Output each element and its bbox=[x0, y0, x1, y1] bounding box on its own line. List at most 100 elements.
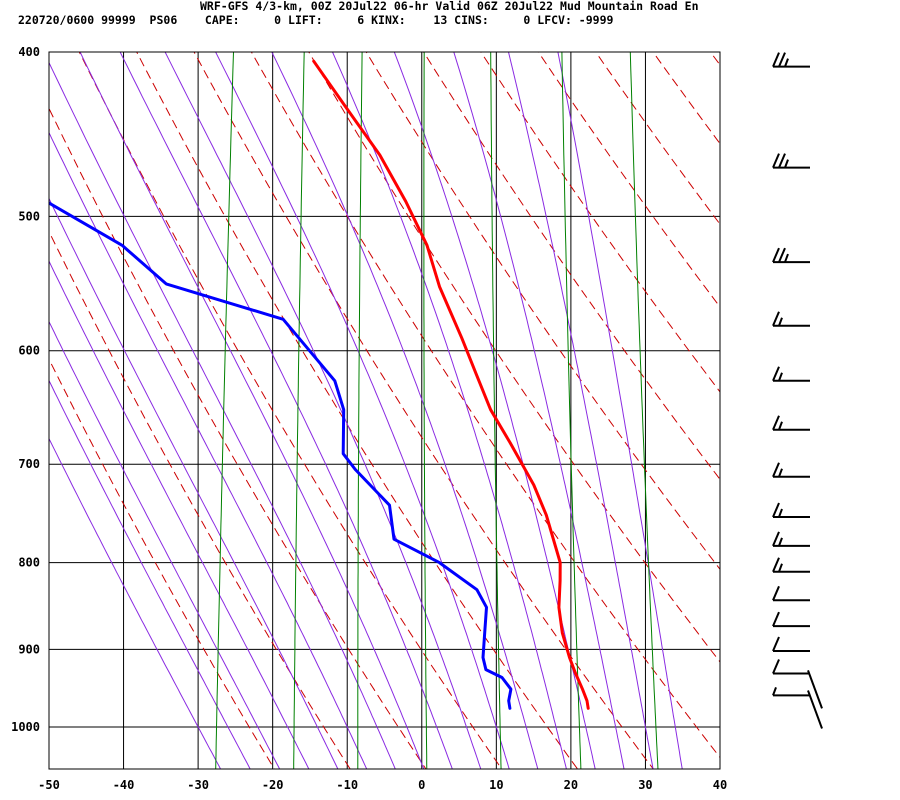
wind-barb bbox=[772, 247, 810, 264]
dry-adiabat bbox=[136, 52, 579, 769]
chart-title: WRF-GFS 4/3-km, 00Z 20Jul22 06-hr Valid … bbox=[200, 0, 699, 13]
wind-barb-flag bbox=[778, 153, 786, 169]
y-tick-label: 800 bbox=[18, 556, 40, 570]
y-tick-label: 500 bbox=[18, 209, 40, 223]
wind-barb bbox=[772, 687, 810, 697]
dry-adiabat bbox=[652, 52, 720, 145]
x-tick-label: -20 bbox=[262, 778, 284, 792]
wind-barb-flag bbox=[772, 366, 780, 382]
moist-adiabat bbox=[557, 52, 683, 769]
dry-adiabat bbox=[480, 52, 720, 393]
dry-adiabat bbox=[537, 52, 720, 308]
wind-barb bbox=[807, 690, 823, 729]
mixing-ratio-line bbox=[629, 52, 659, 769]
wind-barb-flag bbox=[778, 52, 786, 67]
wind-barb bbox=[772, 153, 810, 169]
wind-barb bbox=[772, 415, 810, 431]
y-tick-label: 1000 bbox=[11, 720, 40, 734]
temperature-line bbox=[312, 59, 590, 710]
x-tick-label: 30 bbox=[638, 778, 652, 792]
wind-barb-flag bbox=[772, 247, 780, 263]
wind-barb-flag bbox=[772, 502, 780, 518]
y-tick-label: 900 bbox=[18, 642, 40, 656]
wind-barb-flag bbox=[772, 636, 780, 652]
wind-barb-flag bbox=[772, 311, 780, 327]
plot-frame bbox=[48, 51, 721, 770]
moist-adiabat bbox=[49, 437, 222, 769]
x-tick-label: -10 bbox=[336, 778, 358, 792]
dry-adiabat bbox=[709, 52, 720, 66]
wind-barb-half bbox=[778, 468, 783, 478]
y-tick-label: 700 bbox=[18, 457, 40, 471]
moist-adiabat bbox=[49, 379, 251, 769]
dry-adiabat bbox=[868, 33, 900, 770]
wind-barb bbox=[772, 531, 810, 547]
axis-ticks: -50 -40 -30 -20 -10 0 10 20 30 40 400 500 600 700 800 9… bbox=[11, 45, 727, 792]
mixing-ratio-line bbox=[423, 52, 428, 769]
x-tick-label: 40 bbox=[713, 778, 727, 792]
wind-barb-staff bbox=[807, 670, 823, 709]
dry-adiabat bbox=[365, 52, 720, 571]
mixing-ratio-line bbox=[561, 52, 582, 769]
x-tick-label: 0 bbox=[418, 778, 425, 792]
wind-barb-flag bbox=[772, 557, 780, 573]
dry-adiabat bbox=[423, 52, 720, 481]
background-lines bbox=[49, 33, 900, 770]
moist-adiabat bbox=[49, 131, 368, 769]
moist-adiabat bbox=[49, 61, 396, 769]
wind-barb-flag bbox=[772, 52, 780, 67]
moist-adiabat bbox=[49, 320, 281, 769]
wind-barb bbox=[772, 585, 810, 602]
wind-barb-flag bbox=[772, 585, 780, 601]
dry-adiabat bbox=[595, 52, 720, 226]
wind-barb-flag bbox=[778, 247, 786, 263]
mixing-ratio-line bbox=[357, 52, 363, 769]
dry-adiabat bbox=[811, 33, 900, 770]
wind-barb-half bbox=[778, 317, 783, 327]
x-tick-label: -30 bbox=[187, 778, 209, 792]
wind-barb bbox=[772, 659, 810, 675]
moist-adiabat bbox=[119, 52, 453, 769]
wind-barb bbox=[772, 611, 810, 628]
wind-barb bbox=[772, 557, 810, 573]
dry-adiabat bbox=[193, 52, 654, 769]
dry-adiabat bbox=[49, 358, 275, 769]
wind-barb-half bbox=[784, 159, 789, 169]
wind-barb-half bbox=[778, 421, 783, 431]
y-tick-label: 600 bbox=[18, 344, 40, 358]
wind-barb-half bbox=[778, 372, 783, 382]
moist-adiabat bbox=[79, 52, 425, 769]
dry-adiabat bbox=[49, 230, 351, 769]
wind-barb-half bbox=[784, 253, 789, 263]
moist-adiabat bbox=[507, 52, 654, 769]
wind-barb-half bbox=[772, 687, 777, 696]
moist-adiabat bbox=[164, 52, 482, 769]
wind-barb-half bbox=[778, 537, 783, 547]
mixing-ratio-line bbox=[215, 52, 235, 769]
sounding-traces bbox=[49, 59, 590, 710]
wind-barb-half bbox=[778, 563, 783, 573]
wind-barb-half bbox=[784, 58, 789, 67]
wind-barb bbox=[772, 502, 810, 519]
moist-adiabat bbox=[331, 52, 567, 769]
chart-grid bbox=[48, 51, 721, 769]
wind-barb-half bbox=[778, 508, 783, 518]
moist-adiabat bbox=[393, 52, 596, 769]
wind-barb-staff bbox=[807, 690, 823, 729]
y-tick-label: 400 bbox=[18, 45, 40, 59]
dewpoint-line bbox=[49, 201, 513, 710]
wind-barb-flag bbox=[772, 611, 780, 627]
wind-barb bbox=[772, 366, 810, 382]
x-tick-label: 10 bbox=[489, 778, 503, 792]
moist-adiabat bbox=[453, 52, 625, 769]
moist-adiabat bbox=[49, 260, 310, 769]
wind-barbs bbox=[772, 52, 823, 729]
dry-adiabat bbox=[49, 107, 427, 769]
wind-barb bbox=[772, 462, 810, 478]
wind-barb-flag bbox=[772, 659, 780, 674]
dry-adiabat bbox=[78, 52, 503, 769]
wind-barb-flag bbox=[772, 153, 780, 169]
x-tick-label: -40 bbox=[113, 778, 135, 792]
mixing-ratio-line bbox=[293, 52, 305, 769]
